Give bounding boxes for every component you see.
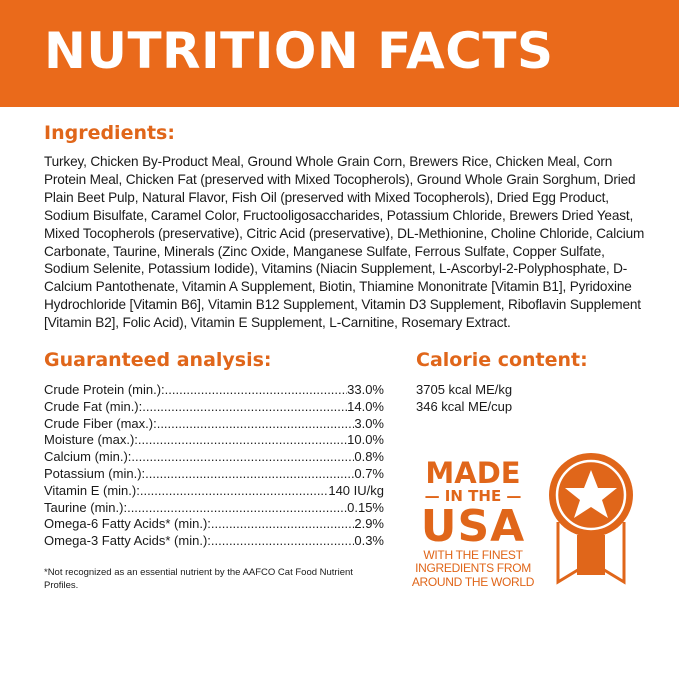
calorie-heading: Calorie content: xyxy=(416,349,588,372)
dot-leader xyxy=(211,516,354,533)
nutrient-label: Crude Fat (min.): xyxy=(44,398,143,414)
dot-leader xyxy=(131,449,354,466)
nutrient-value: 0.15% xyxy=(347,499,384,515)
nutrient-value: 33.0% xyxy=(347,382,384,398)
header-banner: NUTRITION FACTS xyxy=(0,0,679,107)
nutrient-value: 0.7% xyxy=(354,466,384,482)
page-title: NUTRITION FACTS xyxy=(44,22,554,80)
analysis-row: Omega-3 Fatty Acids* (min.): 0.3% xyxy=(44,533,384,550)
analysis-row: Crude Fiber (max.): 3.0% xyxy=(44,416,384,433)
analysis-row: Calcium (min.): 0.8% xyxy=(44,449,384,466)
made-in-usa-promo: MADE — IN THE — USA WITH THE FINEST INGR… xyxy=(408,452,646,590)
in-the-text: — IN THE — xyxy=(424,486,522,505)
analysis-row: Moisture (max.): 10.0% xyxy=(44,432,384,449)
analysis-row: Taurine (min.): 0.15% xyxy=(44,500,384,517)
nutrient-label: Calcium (min.): xyxy=(44,449,132,465)
tagline-line: INGREDIENTS FROM xyxy=(415,561,531,576)
calorie-content: 3705 kcal ME/kg 346 kcal ME/cup xyxy=(416,382,646,416)
tagline-line: AROUND THE WORLD xyxy=(411,574,535,589)
nutrient-label: Vitamin E (min.): xyxy=(44,482,140,498)
ingredients-heading: Ingredients: xyxy=(44,122,175,144)
nutrient-label: Omega-6 Fatty Acids* (min.): xyxy=(44,516,211,532)
dot-leader xyxy=(157,416,355,433)
star-ribbon-badge-icon xyxy=(549,452,633,585)
nutrient-value: 10.0% xyxy=(347,432,384,448)
nutrient-label: Taurine (min.): xyxy=(44,499,128,515)
nutrient-label: Potassium (min.): xyxy=(44,466,146,482)
analysis-row: Crude Protein (min.): 33.0% xyxy=(44,382,384,399)
analysis-row: Crude Fat (min.): 14.0% xyxy=(44,399,384,416)
footnote: *Not recognized as an essential nutrient… xyxy=(44,567,353,591)
dot-leader xyxy=(145,466,354,483)
nutrient-value: 2.9% xyxy=(354,516,384,532)
nutrient-label: Moisture (max.): xyxy=(44,432,138,448)
made-in-usa-logo: MADE — IN THE — USA WITH THE FINEST INGR… xyxy=(408,458,538,590)
nutrient-label: Crude Fiber (max.): xyxy=(44,415,157,431)
nutrient-label: Crude Protein (min.): xyxy=(44,382,165,398)
calorie-per-cup: 346 kcal ME/cup xyxy=(416,398,513,414)
content: Ingredients: Turkey, Chicken By-Product … xyxy=(0,107,679,604)
calorie-section: Calorie content: 3705 kcal ME/kg 346 kca… xyxy=(412,348,646,589)
usa-text: USA xyxy=(420,500,526,552)
dot-leader xyxy=(142,399,347,416)
analysis-row: Potassium (min.): 0.7% xyxy=(44,466,384,483)
nutrient-value: 3.0% xyxy=(354,415,384,431)
analysis-row: Omega-6 Fatty Acids* (min.): 2.9% xyxy=(44,516,384,533)
analysis-row: Vitamin E (min.): 140 IU/kg xyxy=(44,483,384,500)
dot-leader xyxy=(165,382,347,399)
tagline-line: WITH THE FINEST xyxy=(423,547,523,562)
nutrient-value: 14.0% xyxy=(347,398,384,414)
nutrient-label: Omega-3 Fatty Acids* (min.): xyxy=(44,533,211,549)
made-text: MADE xyxy=(425,455,521,490)
ingredients-text: Turkey, Chicken By-Product Meal, Ground … xyxy=(44,154,645,331)
lower-section: Guaranteed analysis: Crude Protein (min.… xyxy=(44,348,649,589)
dot-leader xyxy=(127,500,347,517)
nutrient-value: 0.3% xyxy=(354,533,384,549)
nutrient-value: 0.8% xyxy=(354,449,384,465)
dot-leader xyxy=(138,432,347,449)
dot-leader xyxy=(140,483,329,500)
calorie-per-kg: 3705 kcal ME/kg xyxy=(416,382,513,398)
dot-leader xyxy=(211,533,354,550)
nutrient-value: 140 IU/kg xyxy=(328,482,384,498)
analysis-section: Guaranteed analysis: Crude Protein (min.… xyxy=(44,348,384,589)
analysis-table: Crude Protein (min.):33.0%Crude Fat (min… xyxy=(44,382,384,550)
analysis-heading: Guaranteed analysis: xyxy=(44,349,272,372)
